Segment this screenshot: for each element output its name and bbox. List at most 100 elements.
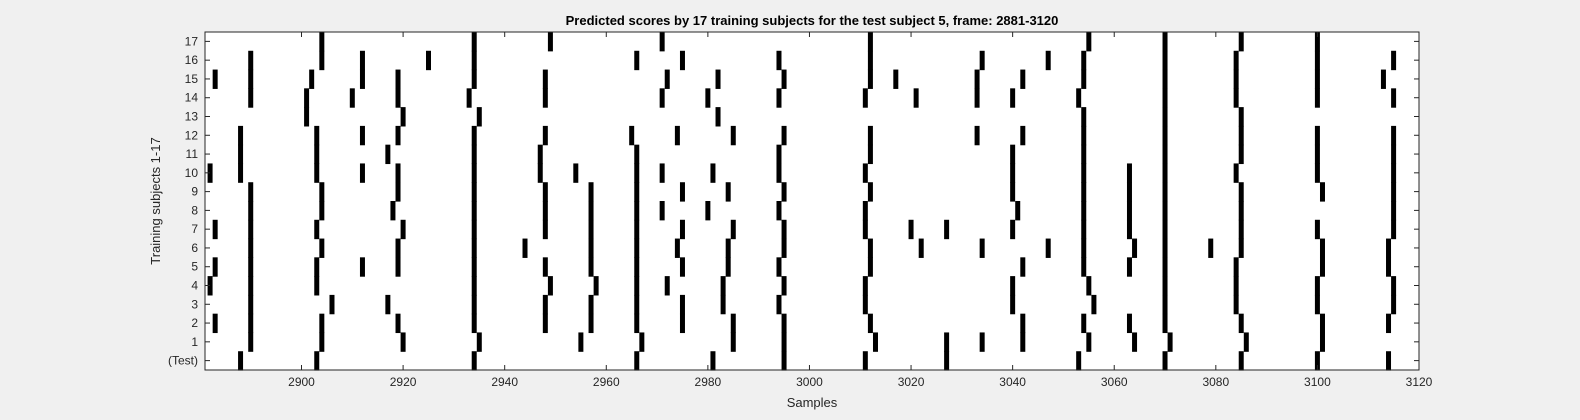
- event-mark: [593, 276, 599, 296]
- event-mark: [1386, 238, 1392, 258]
- event-mark: [1391, 163, 1397, 183]
- event-mark: [395, 163, 401, 183]
- event-mark: [908, 219, 914, 240]
- event-mark: [207, 276, 213, 296]
- event-mark: [471, 238, 477, 258]
- event-mark: [674, 238, 680, 258]
- event-mark: [248, 69, 254, 89]
- event-mark: [1386, 257, 1392, 277]
- x-tick-label: 3040: [999, 375, 1026, 389]
- event-mark: [776, 163, 782, 183]
- event-marks: [207, 32, 1397, 371]
- event-mark: [634, 182, 640, 202]
- event-mark: [542, 69, 548, 89]
- event-mark: [1314, 144, 1320, 165]
- event-mark: [395, 313, 401, 334]
- event-mark: [248, 332, 254, 352]
- event-mark: [547, 32, 553, 52]
- event-mark: [1010, 276, 1016, 296]
- event-mark: [781, 238, 787, 258]
- x-tick-label: 3120: [1406, 375, 1433, 389]
- event-mark: [1015, 201, 1021, 221]
- event-mark: [471, 69, 477, 89]
- event-mark: [1020, 257, 1026, 277]
- event-mark: [781, 69, 787, 89]
- event-mark: [730, 219, 736, 240]
- event-mark: [466, 88, 472, 108]
- event-mark: [1162, 201, 1168, 221]
- event-mark: [395, 88, 401, 108]
- event-mark: [1126, 257, 1132, 277]
- event-mark: [471, 219, 477, 240]
- event-mark: [679, 313, 685, 334]
- event-mark: [781, 182, 787, 202]
- event-mark: [349, 88, 355, 108]
- event-mark: [1314, 219, 1320, 240]
- event-mark: [542, 257, 548, 277]
- y-tick-label: 13: [185, 110, 199, 124]
- event-mark: [319, 32, 325, 52]
- event-mark: [730, 313, 736, 334]
- event-mark: [725, 238, 731, 258]
- event-mark: [781, 313, 787, 334]
- event-mark: [893, 69, 899, 89]
- event-mark: [319, 182, 325, 202]
- event-mark: [1126, 201, 1132, 221]
- event-mark: [1233, 257, 1239, 277]
- event-mark: [319, 201, 325, 221]
- event-mark: [1086, 276, 1092, 296]
- event-mark: [1086, 332, 1092, 352]
- y-tick-label: 3: [191, 297, 198, 311]
- event-mark: [867, 32, 873, 52]
- event-mark: [1081, 238, 1087, 258]
- event-mark: [867, 238, 873, 258]
- event-mark: [1391, 50, 1397, 71]
- event-mark: [979, 50, 985, 71]
- event-mark: [248, 201, 254, 221]
- event-mark: [776, 294, 782, 315]
- event-mark: [471, 144, 477, 165]
- event-mark: [1162, 257, 1168, 277]
- event-mark: [1314, 276, 1320, 296]
- event-mark: [674, 125, 680, 146]
- event-mark: [1391, 182, 1397, 202]
- y-tick-label: 8: [191, 203, 198, 217]
- y-tick-label: 14: [185, 91, 199, 105]
- event-mark: [238, 163, 244, 183]
- event-mark: [248, 294, 254, 315]
- event-mark: [776, 88, 782, 108]
- event-mark: [634, 313, 640, 334]
- event-mark: [634, 294, 640, 315]
- event-mark: [471, 163, 477, 183]
- event-mark: [679, 257, 685, 277]
- event-mark: [1162, 125, 1168, 146]
- event-mark: [1076, 351, 1082, 371]
- event-mark: [1233, 294, 1239, 315]
- event-mark: [1238, 219, 1244, 240]
- event-mark: [720, 276, 726, 296]
- event-mark: [913, 88, 919, 108]
- event-mark: [471, 125, 477, 146]
- event-mark: [974, 88, 980, 108]
- event-mark: [537, 163, 543, 183]
- y-tick-label: 4: [191, 279, 198, 293]
- event-mark: [385, 294, 391, 315]
- event-mark: [862, 351, 868, 371]
- event-mark: [476, 107, 482, 127]
- event-mark: [314, 351, 320, 371]
- event-mark: [1086, 32, 1092, 52]
- event-mark: [1162, 50, 1168, 71]
- event-mark: [395, 238, 401, 258]
- event-mark: [679, 182, 685, 202]
- event-mark: [359, 69, 365, 89]
- event-mark: [1386, 313, 1392, 334]
- event-mark: [578, 332, 584, 352]
- event-mark: [1162, 276, 1168, 296]
- event-mark: [1010, 144, 1016, 165]
- event-mark: [329, 294, 335, 315]
- event-mark: [304, 107, 310, 127]
- event-mark: [395, 257, 401, 277]
- event-mark: [547, 276, 553, 296]
- event-mark: [471, 257, 477, 277]
